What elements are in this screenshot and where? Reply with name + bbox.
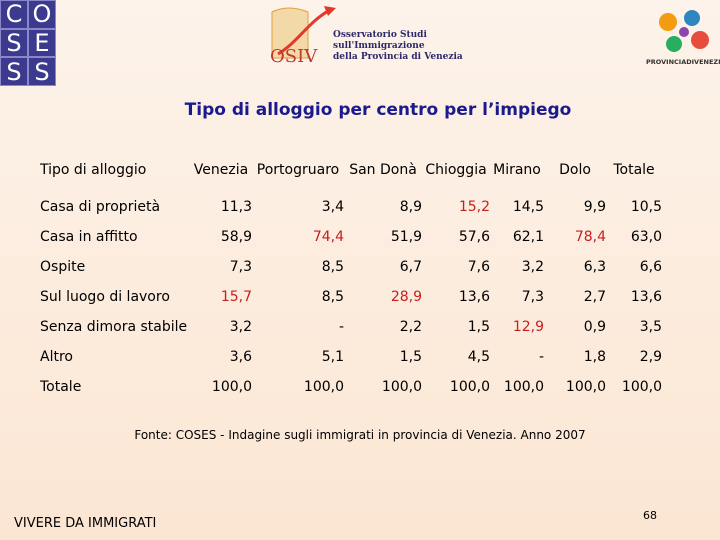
table-cell: 3,4 [321,199,344,215]
column-header: Venezia [193,162,249,178]
table-cell: 3,6 [229,349,252,365]
coses-letter: C [0,0,28,29]
column-header: Dolo [559,162,591,178]
table-cell: 100,0 [449,379,490,395]
coses-letter: S [0,57,28,86]
coses-letter: E [28,28,56,58]
row-label: Casa di proprietà [40,199,161,215]
row-label: Totale [40,379,82,395]
row-label: Altro [40,349,73,365]
table-cell: 100,0 [621,379,662,395]
table-cell: 12,9 [512,319,544,335]
table-cell: - [338,319,344,335]
osiv-line: Osservatorio Studi [333,30,427,40]
table-row: Senza dimora stabile 3,2 - 2,2 1,5 12,9 0,9 3,5 [40,312,662,342]
table-cell: 3,2 [229,319,252,335]
table-cell: 57,6 [458,229,490,245]
osiv-caption: Osservatorio Studi sull'Immigrazione del… [333,30,463,63]
housing-table: Tipo di alloggio Venezia Portogruaro San… [40,162,662,402]
coses-letter: S [0,28,28,58]
column-header: Chioggia [425,162,487,178]
table-cell: 1,8 [583,349,606,365]
table-row: Casa di proprietà 11,3 3,4 8,9 15,2 14,5 9,9 10… [40,192,662,222]
row-label: Sul luogo di lavoro [40,289,170,305]
table-cell: 4,5 [467,349,490,365]
page-title: Tipo di alloggio per centro per l’impieg… [184,100,572,120]
table-cell: 8,5 [321,259,344,275]
table-cell: 6,3 [583,259,606,275]
table-cell: 74,4 [312,229,344,245]
table-cell: 7,6 [467,259,490,275]
column-header: Mirano [493,162,541,178]
table-cell: 1,5 [467,319,490,335]
table-cell: 2,7 [583,289,606,305]
table-row: Casa in affitto 58,9 74,4 51,9 57,6 62,1 78,4 6… [40,222,662,252]
table-cell: 14,5 [512,199,544,215]
table-cell: 78,4 [574,229,606,245]
table-cell: 100,0 [211,379,252,395]
column-header: Totale [613,162,655,178]
table-cell: 51,9 [390,229,422,245]
table-cell: 0,9 [583,319,606,335]
table-cell: 9,9 [583,199,606,215]
table-cell: 8,9 [399,199,422,215]
table-cell: - [538,349,544,365]
osiv-line: sull'Immigrazione [333,41,425,51]
table-cell: 100,0 [381,379,422,395]
table-cell: 5,1 [321,349,344,365]
table-cell: 7,3 [521,289,544,305]
table-cell: 1,5 [399,349,422,365]
table-row: Totale 100,0 100,0 100,0 100,0 100,0 100,0 100,… [40,372,662,402]
table-cell: 15,2 [458,199,490,215]
table-cell: 13,6 [458,289,490,305]
coses-logo: C O S E S S [0,0,56,86]
table-cell: 11,3 [220,199,252,215]
column-header: San Donà [349,162,417,178]
table-cell: 2,2 [399,319,422,335]
row-label: Casa in affitto [40,229,138,245]
table-cell: 100,0 [503,379,544,395]
table-cell: 6,6 [639,259,662,275]
footer-title: VIVERE DA IMMIGRATI [14,516,157,531]
table-cell: 63,0 [630,229,662,245]
row-label: Senza dimora stabile [40,319,188,335]
table-cell: 10,5 [630,199,662,215]
table-row: Ospite 7,3 8,5 6,7 7,6 3,2 6,3 6,6 [40,252,662,282]
table-header-row: Tipo di alloggio Venezia Portogruaro San… [40,162,662,192]
table-cell: 15,7 [220,289,252,305]
osiv-logo: OSIV [270,6,336,67]
province-label: PROVINCIADIVENEZIA [646,58,720,66]
table-row: Sul luogo di lavoro 15,7 8,5 28,9 13,6 7,3 2,7… [40,282,662,312]
table-cell: 6,7 [399,259,422,275]
coses-letter: S [28,57,56,86]
table-cell: 2,9 [639,349,662,365]
table-cell: 100,0 [565,379,606,395]
table-cell: 3,5 [639,319,662,335]
table-cell: 28,9 [390,289,422,305]
osiv-line: della Provincia di Venezia [333,52,463,62]
table-cell: 13,6 [630,289,662,305]
province-logo [659,10,709,52]
row-label: Ospite [40,259,86,275]
page-number: 68 [643,509,657,522]
table-cell: 3,2 [521,259,544,275]
table-cell: 100,0 [303,379,344,395]
table-row: Altro 3,6 5,1 1,5 4,5 - 1,8 2,9 [40,342,662,372]
coses-letter: O [28,0,56,29]
table-cell: 58,9 [220,229,252,245]
source-note: Fonte: COSES - Indagine sugli immigrati … [134,428,586,442]
table-cell: 8,5 [321,289,344,305]
column-header: Portogruaro [256,162,340,178]
table-cell: 7,3 [229,259,252,275]
column-header: Tipo di alloggio [40,162,147,178]
osiv-wordmark: OSIV [270,46,318,67]
table-cell: 62,1 [512,229,544,245]
